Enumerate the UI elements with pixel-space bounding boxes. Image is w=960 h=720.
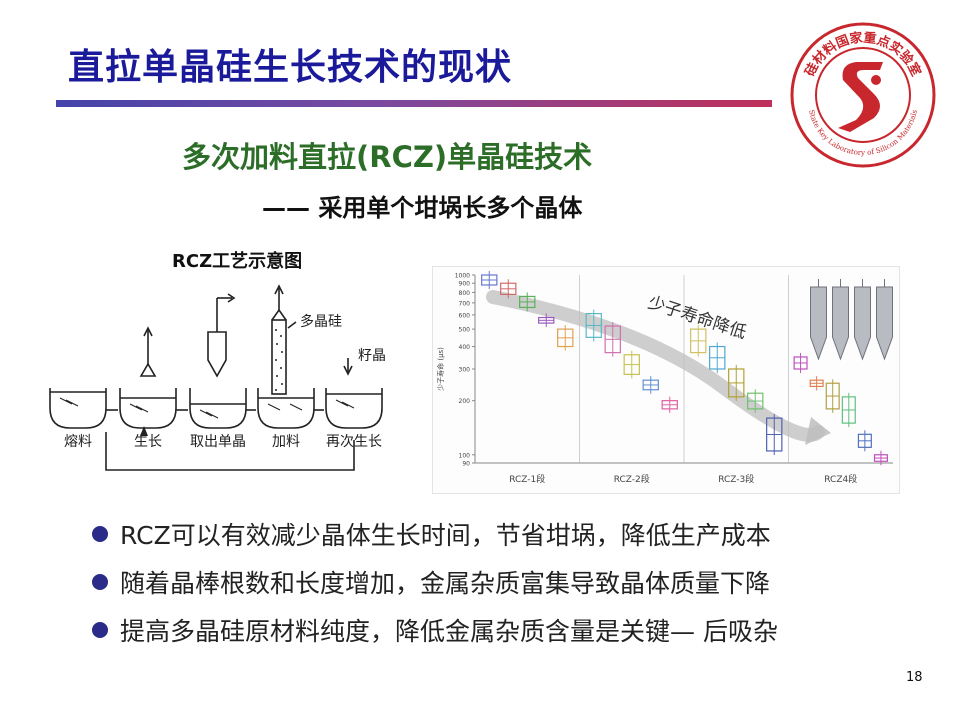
bullet-dot-icon xyxy=(92,622,108,638)
sub-heading: —— 采用单个坩埚长多个晶体 xyxy=(262,194,583,222)
y-tick-label: 200 xyxy=(459,398,471,405)
x-category-label: RCZ-1段 xyxy=(509,473,545,485)
bullet-item: RCZ可以有效减少晶体生长时间，节省坩埚，降低生产成本 xyxy=(92,516,942,564)
y-tick-label: 90 xyxy=(462,461,470,468)
crystal-ingot-icon xyxy=(832,286,849,361)
crystal-ingot-icon xyxy=(854,286,871,361)
bullet-dot-icon xyxy=(92,574,108,590)
rcz-process-diagram: 熔料 生长 取出单晶 加料 再次生长 多晶硅 籽晶 xyxy=(49,284,386,471)
bullet-list: RCZ可以有效减少晶体生长时间，节省坩埚，降低生产成本 随着晶棒根数和长度增加，… xyxy=(92,516,942,660)
y-axis-title: 少子寿命 (μs) xyxy=(436,347,445,391)
y-tick-label: 1000 xyxy=(455,273,470,280)
bullet-item: 提高多晶硅原材料纯度，降低金属杂质含量是关键— 后吸杂 xyxy=(92,612,942,660)
box-mark xyxy=(481,274,498,286)
bullet-item: 随着晶棒根数和长度增加，金属杂质富集导致晶体质量下降 xyxy=(92,564,942,612)
crucible-3 xyxy=(189,388,247,429)
x-category-label: RCZ-3段 xyxy=(718,473,754,485)
stage-label-1: 熔料 xyxy=(64,434,92,450)
trend-arrow-head-icon xyxy=(805,417,831,445)
y-tick-label: 700 xyxy=(459,300,471,307)
bullet-text: RCZ可以有效减少晶体生长时间，节省坩埚，降低生产成本 xyxy=(120,521,771,550)
lifetime-box-chart: 90 100 200 300 400 500 600 700 800 900 1000 少子寿命 (μ… xyxy=(432,266,900,494)
bullet-dot-icon xyxy=(92,526,108,542)
slide-title: 直拉单晶硅生长技术的现状 xyxy=(68,47,513,88)
bullet-text: 随着晶棒根数和长度增加，金属杂质富集导致晶体质量下降 xyxy=(120,569,771,598)
crucible-1 xyxy=(49,388,107,429)
stage-label-4: 加料 xyxy=(272,434,300,450)
stage-label-3: 取出单晶 xyxy=(190,434,246,450)
y-tick-label: 500 xyxy=(459,327,471,334)
x-category-label: RCZ-2段 xyxy=(614,473,650,485)
y-tick-label: 300 xyxy=(459,367,471,374)
y-tick-label: 800 xyxy=(459,290,471,297)
page-number: 18 xyxy=(906,670,923,685)
crystal-ingot-icon xyxy=(876,286,893,361)
trend-arrow-icon xyxy=(486,290,825,442)
stage-label-2: 生长 xyxy=(134,434,162,450)
crucible-2 xyxy=(119,388,177,429)
seed-callout: 籽晶 xyxy=(358,348,386,364)
title-underline xyxy=(56,100,772,107)
x-category-label: RCZ4段 xyxy=(824,473,857,485)
poly-callout: 多晶硅 xyxy=(300,313,342,330)
crucible-5 xyxy=(325,388,383,429)
y-tick-label: 600 xyxy=(459,312,471,319)
lab-seal-logo: 硅材料国家重点实验室 State Key Laboratory of Silic… xyxy=(790,22,936,168)
diagram-title: RCZ工艺示意图 xyxy=(172,251,303,272)
trend-annotation: 少子寿命降低 xyxy=(645,293,748,344)
stage-label-5: 再次生长 xyxy=(326,434,382,450)
bullet-text: 提高多晶硅原材料纯度，降低金属杂质含量是关键— 后吸杂 xyxy=(120,617,778,646)
crystal-ingot-icon xyxy=(810,286,827,361)
y-tick-label: 900 xyxy=(459,281,471,288)
subtitle: 多次加料直拉(RCZ)单晶硅技术 xyxy=(182,140,593,174)
y-tick-label: 100 xyxy=(459,452,471,459)
y-tick-label: 400 xyxy=(459,344,471,351)
crucible-4 xyxy=(257,388,315,429)
